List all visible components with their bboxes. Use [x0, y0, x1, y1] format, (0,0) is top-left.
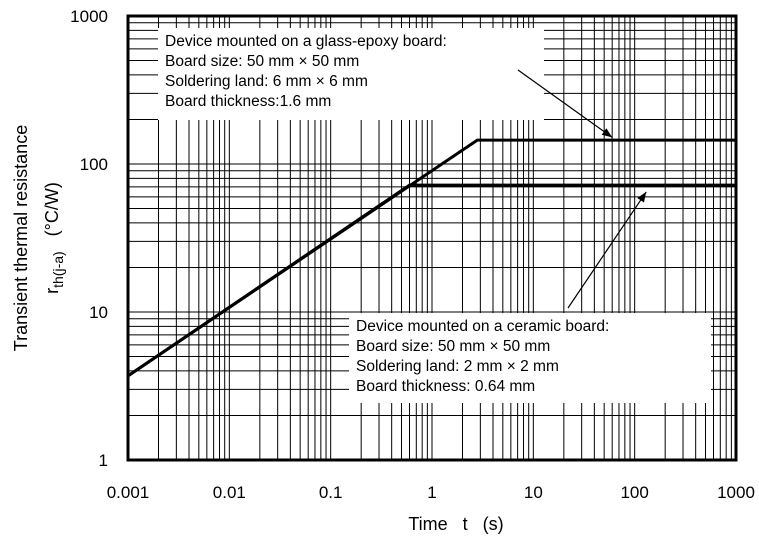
y-axis-label-subscript: th(j-a) — [50, 251, 66, 288]
x-tick-labels: 0.001 0.01 0.1 1 10 100 1000 — [107, 483, 755, 502]
y-axis-label-main-group: Transient thermal resistance — [11, 125, 31, 351]
x-tick-label: 1000 — [717, 483, 755, 502]
annotation-box-2 — [349, 313, 711, 403]
annotation-2-line-4: Board thickness: 0.64 mm — [356, 378, 535, 395]
annotation-arrow-2 — [567, 191, 647, 309]
annotation-2-line-3: Soldering land: 2 mm × 2 mm — [356, 358, 559, 375]
annotation-box-1 — [158, 28, 544, 120]
y-axis-label-symbol: r — [42, 288, 62, 294]
annotations: Device mounted on a glass-epoxy board: Bo… — [158, 28, 711, 403]
x-tick-label: 10 — [524, 483, 543, 502]
annotation-1-line-3: Soldering land: 6 mm × 6 mm — [165, 73, 368, 90]
data-curves — [127, 138, 736, 378]
y-axis-label-unit: (°C/W) — [42, 182, 62, 236]
y-axis-label-symbol-group: rth(j-a) (°C/W) — [42, 182, 66, 294]
y-axis-label-main: Transient thermal resistance — [11, 125, 31, 351]
annotation-1-line-1: Device mounted on a glass-epoxy board: — [165, 33, 447, 50]
plot-frame — [126, 14, 738, 462]
annotation-arrowhead-1 — [601, 128, 613, 138]
annotation-2-line-1: Device mounted on a ceramic board: — [356, 318, 609, 335]
y-tick-label: 100 — [80, 155, 108, 174]
x-tick-label: 100 — [620, 483, 648, 502]
y-tick-label: 1 — [99, 451, 108, 470]
x-tick-label: 1 — [427, 483, 436, 502]
y-axis-label-gap — [42, 236, 62, 251]
annotation-1-line-2: Board size: 50 mm × 50 mm — [165, 53, 359, 70]
x-tick-label: 0.01 — [213, 483, 246, 502]
y-tick-label: 10 — [89, 303, 108, 322]
series-line-2 — [127, 183, 736, 378]
x-axis-label: Time t (s) — [408, 514, 503, 534]
x-tick-label: 0.001 — [107, 483, 150, 502]
x-tick-label: 0.1 — [319, 483, 343, 502]
annotation-arrow-1 — [517, 69, 613, 138]
y-tick-label: 1000 — [70, 7, 108, 26]
y-axis-label-symbol-line: rth(j-a) (°C/W) — [42, 182, 66, 294]
annotation-arrowhead-2 — [637, 191, 647, 203]
annotation-1-line-4: Board thickness:1.6 mm — [165, 93, 331, 110]
y-tick-labels: 1 10 100 1000 — [70, 7, 108, 470]
annotation-2-line-2: Board size: 50 mm × 50 mm — [356, 338, 550, 355]
